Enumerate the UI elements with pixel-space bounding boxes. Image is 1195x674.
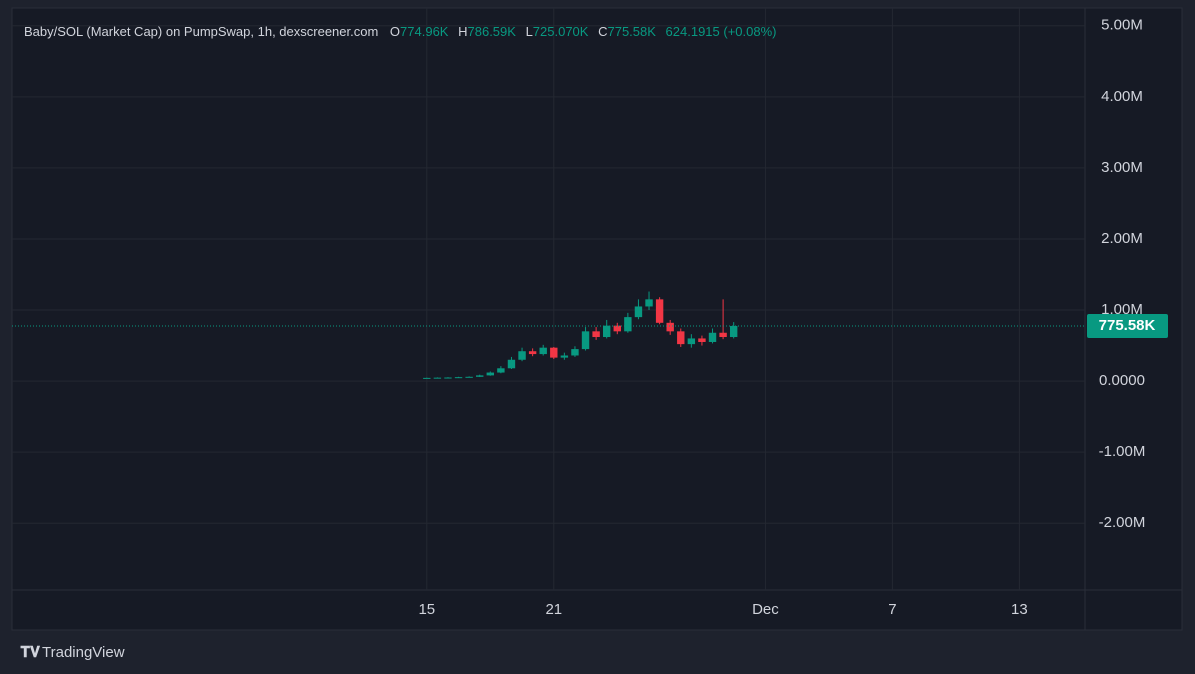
candle-body: [624, 317, 632, 332]
candle-body: [560, 355, 569, 358]
y-tick-label: 3.00M: [1101, 159, 1143, 176]
candle-body: [444, 377, 452, 379]
legend-value: 774.96K: [400, 24, 449, 39]
x-tick-label: 13: [1011, 601, 1028, 618]
candle-body: [719, 332, 727, 338]
candle-body: [518, 351, 526, 360]
candle-body: [507, 359, 516, 369]
grid: [12, 8, 1085, 590]
candle-body: [613, 325, 621, 332]
legend-change: 624.1915 (+0.08%): [666, 24, 777, 39]
candle-body: [634, 306, 643, 318]
y-tick-label: 0.0000: [1099, 372, 1145, 389]
candle-body: [666, 322, 674, 332]
candle-body: [550, 347, 558, 358]
x-tick-label: Dec: [752, 601, 779, 618]
brand: TradingView: [42, 644, 125, 661]
y-tick-label: -2.00M: [1099, 514, 1146, 531]
legend-label: C: [598, 24, 607, 39]
candle-body: [433, 377, 442, 379]
candles: [423, 291, 738, 379]
legend-value: 786.59K: [468, 24, 517, 39]
candle-body: [602, 325, 611, 338]
candle-body: [423, 377, 431, 379]
y-tick-label: 5.00M: [1101, 17, 1143, 34]
candle-body: [729, 325, 738, 338]
candle-body: [592, 331, 600, 338]
legend-label: L: [526, 24, 533, 39]
candle-body: [497, 368, 505, 373]
y-tick-label: 1.00M: [1101, 301, 1143, 318]
legend-value: 775.58K: [607, 24, 656, 39]
candle-body: [476, 375, 484, 377]
legend-label: H: [458, 24, 467, 39]
candle-body: [645, 299, 653, 307]
candle-body: [571, 349, 579, 356]
y-tick-label: 2.00M: [1101, 230, 1143, 247]
candle-body: [486, 372, 495, 376]
x-tick-label: 7: [888, 601, 896, 618]
candle-body: [677, 331, 685, 345]
legend-label: O: [390, 24, 400, 39]
candle-body: [708, 332, 717, 342]
candle-body: [655, 299, 664, 323]
candle-body: [687, 338, 696, 345]
legend: Baby/SOL (Market Cap) on PumpSwap, 1h, d…: [24, 24, 777, 39]
y-tick-label: -1.00M: [1099, 443, 1146, 460]
x-tick-label: 15: [418, 601, 435, 618]
candle-body: [454, 377, 463, 379]
chart-frame: [11, 7, 1183, 631]
legend-title: Baby/SOL (Market Cap) on PumpSwap, 1h, d…: [24, 24, 378, 39]
brand-logo: 𝐓𝐕: [20, 644, 41, 661]
candle-body: [581, 331, 590, 350]
candle-body: [528, 351, 537, 355]
candle-body: [465, 376, 473, 378]
last-price-label: 775.58K: [1099, 317, 1156, 334]
candle-body: [698, 338, 706, 342]
x-tick-label: 21: [545, 601, 562, 618]
last-price-box: [1087, 313, 1168, 338]
y-tick-label: 4.00M: [1101, 88, 1143, 105]
legend-value: 725.070K: [533, 24, 589, 39]
candle-body: [539, 347, 547, 355]
